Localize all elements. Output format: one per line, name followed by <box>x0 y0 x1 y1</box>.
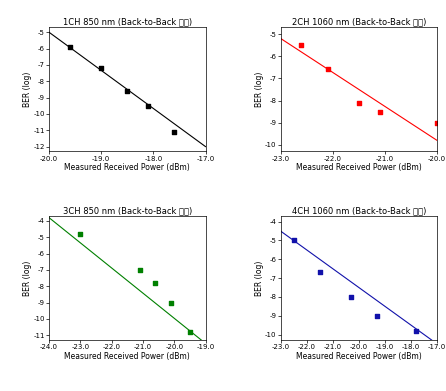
Point <box>124 88 131 94</box>
Point <box>66 44 74 50</box>
Point <box>374 312 381 319</box>
Point <box>355 100 363 106</box>
Point <box>434 120 441 126</box>
Point <box>324 66 331 73</box>
Y-axis label: BER (log): BER (log) <box>255 260 264 296</box>
Point <box>168 300 175 306</box>
Point <box>136 267 143 273</box>
Point <box>186 329 194 335</box>
Point <box>77 231 84 237</box>
X-axis label: Measured Received Power (dBm): Measured Received Power (dBm) <box>296 352 422 361</box>
Point <box>290 237 297 244</box>
Y-axis label: BER (log): BER (log) <box>23 260 32 296</box>
Point <box>152 280 159 286</box>
Title: 3CH 850 nm (Back-to-Back 측정): 3CH 850 nm (Back-to-Back 측정) <box>63 206 192 215</box>
Point <box>98 65 105 71</box>
X-axis label: Measured Received Power (dBm): Measured Received Power (dBm) <box>64 163 190 172</box>
Point <box>413 328 420 334</box>
Point <box>376 108 383 115</box>
Title: 4CH 1060 nm (Back-to-Back 측정): 4CH 1060 nm (Back-to-Back 측정) <box>292 206 426 215</box>
Point <box>298 42 305 48</box>
Point <box>171 129 178 135</box>
X-axis label: Measured Received Power (dBm): Measured Received Power (dBm) <box>64 352 190 361</box>
Y-axis label: BER (log): BER (log) <box>23 72 32 107</box>
Title: 1CH 850 nm (Back-to-Back 측정): 1CH 850 nm (Back-to-Back 측정) <box>63 18 192 27</box>
Y-axis label: BER (log): BER (log) <box>255 72 264 107</box>
X-axis label: Measured Received Power (dBm): Measured Received Power (dBm) <box>296 163 422 172</box>
Point <box>347 294 355 300</box>
Point <box>145 103 152 109</box>
Title: 2CH 1060 nm (Back-to-Back 측정): 2CH 1060 nm (Back-to-Back 측정) <box>292 18 426 27</box>
Point <box>316 269 323 276</box>
